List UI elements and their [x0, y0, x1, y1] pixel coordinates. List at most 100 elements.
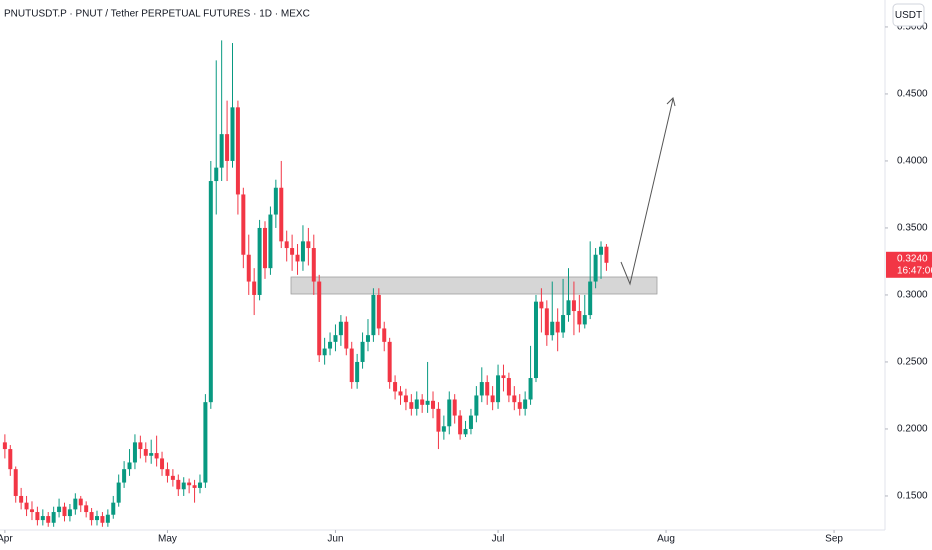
candle-body: [441, 426, 446, 432]
candle-body: [561, 315, 566, 333]
candle-body: [290, 248, 295, 255]
candle-body: [24, 502, 29, 510]
candle-body: [468, 415, 473, 429]
candle-body: [322, 348, 327, 356]
candle-body: [111, 502, 116, 515]
candle-body: [235, 107, 240, 195]
x-tick-label: May: [158, 534, 177, 545]
candles: [2, 40, 609, 527]
candle-body: [349, 348, 354, 383]
candle-body: [328, 341, 333, 349]
candle-body: [13, 469, 18, 496]
x-tick-label: Aug: [657, 534, 675, 545]
candle-body: [219, 134, 224, 168]
candle-body: [490, 395, 495, 403]
candle-body: [452, 399, 457, 416]
last-price-label: 0.3240: [897, 253, 928, 264]
candle-body: [544, 308, 549, 336]
candle-body: [40, 516, 45, 521]
candle-body: [420, 399, 425, 405]
candle-body: [160, 458, 165, 470]
candle-body: [252, 281, 257, 295]
candle-body: [431, 400, 436, 409]
candle-body: [95, 516, 100, 521]
x-tick-label: Sep: [825, 534, 843, 545]
candle-body: [409, 402, 414, 409]
candle-body: [506, 378, 511, 396]
candle-body: [479, 382, 484, 396]
candle-body: [122, 469, 127, 483]
y-tick-label: 0.4500: [897, 89, 928, 100]
candle-body: [365, 335, 370, 342]
candle-body: [577, 311, 582, 325]
candle-body: [62, 506, 67, 517]
candle-body: [89, 512, 94, 521]
candle-body: [566, 300, 571, 316]
candle-body: [447, 399, 452, 427]
currency-button-label[interactable]: USDT: [895, 10, 922, 21]
candle-body: [273, 187, 278, 215]
candle-body: [149, 453, 154, 456]
candle-body: [257, 227, 262, 295]
candle-body: [403, 395, 408, 403]
y-tick-label: 0.2500: [897, 357, 928, 368]
candle-body: [225, 134, 230, 161]
candle-body: [295, 254, 300, 262]
candle-body: [588, 281, 593, 316]
candle-body: [317, 281, 322, 356]
candle-body: [214, 167, 219, 182]
candle-body: [528, 378, 533, 400]
candle-body: [300, 241, 305, 262]
candle-body: [138, 442, 143, 450]
candle-body: [474, 395, 479, 416]
candle-body: [338, 321, 343, 336]
candle-body: [512, 395, 517, 403]
candle-body: [387, 341, 392, 383]
currency-button[interactable]: [892, 3, 925, 27]
candle-body: [197, 482, 202, 488]
y-tick-label: 0.3500: [897, 223, 928, 234]
candle-body: [127, 462, 132, 470]
candle-body: [105, 514, 110, 523]
candle-body: [284, 241, 289, 249]
candle-body: [436, 408, 441, 432]
candle-body: [29, 509, 34, 513]
candle-body: [599, 246, 604, 255]
resistance-zone: [290, 276, 658, 295]
candle-body: [523, 399, 528, 409]
candle-body: [279, 187, 284, 242]
candle-body: [116, 482, 121, 503]
candle-body: [414, 399, 419, 409]
candle-body: [187, 482, 192, 486]
candle-body: [376, 294, 381, 329]
candle-body: [67, 509, 72, 517]
candle-body: [555, 321, 560, 333]
candle-body: [8, 449, 13, 470]
candle-body: [550, 321, 555, 336]
arrow-head: [666, 97, 676, 107]
candle-body: [344, 321, 349, 349]
candle-body: [57, 506, 62, 513]
candle-body: [192, 485, 197, 488]
candle-body: [425, 400, 430, 405]
candle-body: [241, 194, 246, 255]
price-axis: 0.1500 0.2000 0.2500 0.3000 0.3500 0.4000 0.45…: [885, 22, 928, 502]
x-tick-label: Apr: [0, 534, 13, 545]
candle-body: [203, 402, 208, 483]
candle-body: [35, 512, 40, 521]
candle-body: [268, 214, 273, 269]
candle-body: [382, 328, 387, 342]
candle-body: [132, 442, 137, 463]
price-badge-box: [886, 251, 932, 278]
candle-body: [496, 375, 501, 403]
countdown-label: 16:47:06: [897, 265, 932, 276]
candle-body: [533, 301, 538, 379]
y-tick-label: 0.1500: [897, 491, 928, 502]
y-tick-label: 0.2000: [897, 424, 928, 435]
chart-title: PNUTUSDT.P · PNUT / Tether PERPETUAL FUT…: [4, 9, 310, 20]
candle-body: [593, 254, 598, 282]
candle-body: [398, 391, 403, 396]
candle-body: [2, 442, 7, 450]
candle-body: [100, 516, 105, 523]
